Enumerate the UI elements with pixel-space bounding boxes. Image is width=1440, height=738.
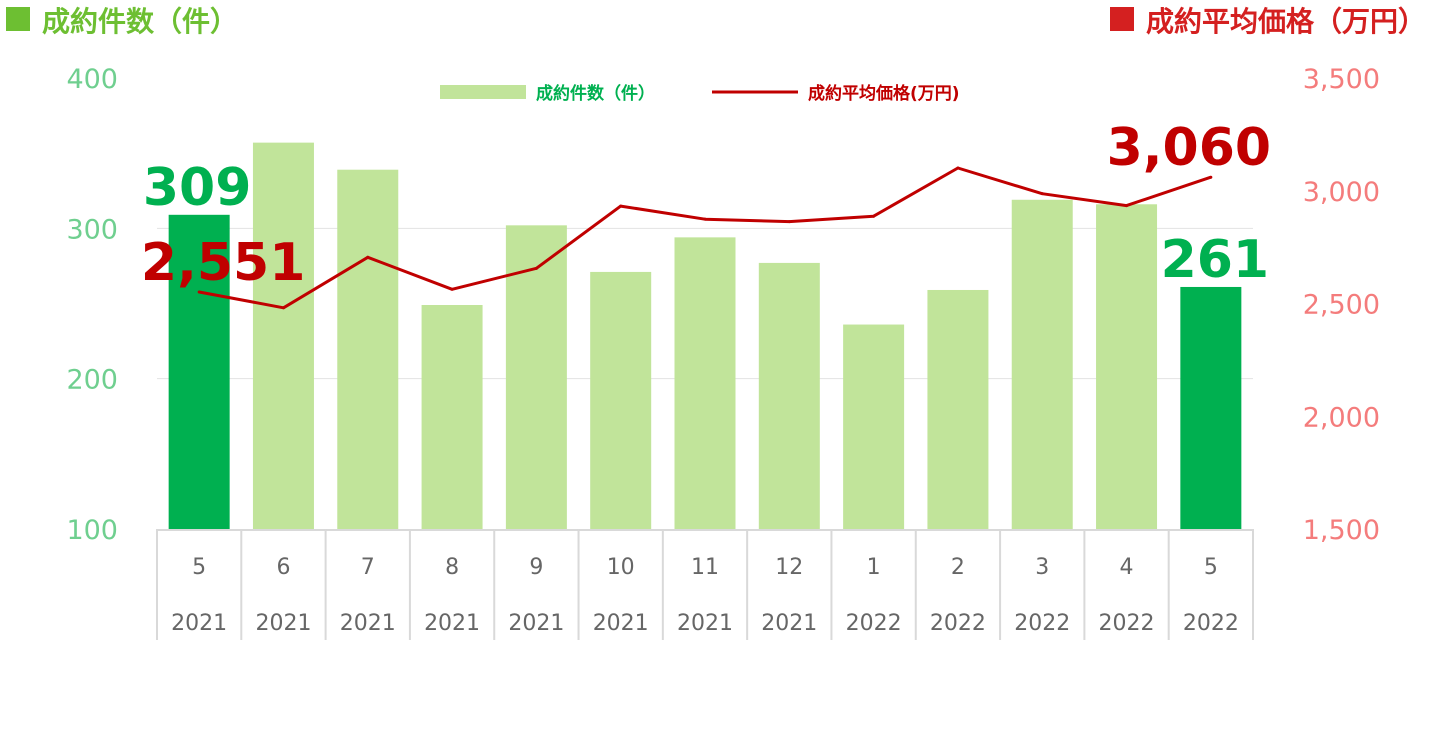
x-year-label: 2021 xyxy=(677,611,733,636)
price-point xyxy=(281,306,285,310)
price-point xyxy=(534,266,538,270)
x-year-label: 2021 xyxy=(761,611,817,636)
x-year-label: 2021 xyxy=(424,611,480,636)
data-labels: 309 261 2,551 3,060 xyxy=(141,118,1271,293)
x-month-label: 7 xyxy=(361,555,375,580)
right-tick-label: 2,000 xyxy=(1303,402,1380,433)
x-month-label: 4 xyxy=(1120,555,1134,580)
legend-line-label: 成約平均価格(万円) xyxy=(808,83,960,104)
x-month-label: 1 xyxy=(867,555,881,580)
bar xyxy=(168,214,230,529)
price-point xyxy=(956,166,960,170)
x-month-label: 2 xyxy=(951,555,965,580)
x-year-label: 2021 xyxy=(255,611,311,636)
bar xyxy=(1011,199,1073,529)
bar xyxy=(758,262,820,529)
x-month-label: 11 xyxy=(691,555,719,580)
x-axis-table: 5202162021720218202192021102021112021122… xyxy=(156,529,1254,640)
right-tick-label: 3,500 xyxy=(1303,64,1380,95)
bar xyxy=(674,237,736,529)
left-tick-label: 100 xyxy=(66,515,118,546)
right-axis-title: 成約平均価格（万円） xyxy=(1146,5,1426,38)
x-year-label: 2022 xyxy=(846,611,902,636)
left-axis-ticks: 100 200 300 400 xyxy=(66,64,118,546)
bar xyxy=(505,225,567,529)
x-month-label: 5 xyxy=(1204,555,1218,580)
right-tick-label: 1,500 xyxy=(1303,515,1380,546)
price-point xyxy=(872,214,876,218)
x-year-label: 2021 xyxy=(171,611,227,636)
x-month-label: 6 xyxy=(276,555,290,580)
x-year-label: 2022 xyxy=(1099,611,1155,636)
legend: 成約件数（件） 成約平均価格(万円) xyxy=(440,83,960,104)
price-point xyxy=(703,217,707,221)
right-axis-ticks: 1,500 2,000 2,500 3,000 3,500 xyxy=(1303,64,1380,546)
price-line xyxy=(197,166,1213,310)
left-axis-title: 成約件数（件） xyxy=(42,5,238,38)
price-point xyxy=(787,220,791,224)
left-tick-label: 300 xyxy=(66,214,118,245)
right-tick-label: 3,000 xyxy=(1303,177,1380,208)
price-point xyxy=(619,204,623,208)
bar xyxy=(1180,286,1242,529)
bar xyxy=(1096,204,1158,529)
x-year-label: 2022 xyxy=(930,611,986,636)
right-tick-label: 2,500 xyxy=(1303,290,1380,321)
bar xyxy=(927,289,989,529)
x-year-label: 2022 xyxy=(1014,611,1070,636)
bar xyxy=(590,271,652,529)
x-month-label: 3 xyxy=(1035,555,1049,580)
bar xyxy=(337,169,399,529)
data-label: 3,060 xyxy=(1107,118,1271,178)
data-label: 309 xyxy=(143,158,252,218)
x-year-label: 2021 xyxy=(508,611,564,636)
x-year-label: 2021 xyxy=(593,611,649,636)
price-point xyxy=(1209,175,1213,179)
x-month-label: 12 xyxy=(775,555,803,580)
bar xyxy=(843,324,905,529)
x-month-label: 9 xyxy=(529,555,543,580)
price-point xyxy=(197,290,201,294)
right-title-marker xyxy=(1110,7,1134,31)
bar xyxy=(421,305,483,529)
x-month-label: 5 xyxy=(192,555,206,580)
data-label: 2,551 xyxy=(141,233,305,293)
price-point xyxy=(1040,192,1044,196)
legend-bar-swatch xyxy=(440,85,526,99)
left-tick-label: 400 xyxy=(66,64,118,95)
price-point xyxy=(366,255,370,259)
bars xyxy=(168,142,1242,530)
legend-bar-label: 成約件数（件） xyxy=(536,83,655,104)
bar xyxy=(252,142,314,530)
x-month-label: 8 xyxy=(445,555,459,580)
x-year-label: 2022 xyxy=(1183,611,1239,636)
price-point xyxy=(1125,204,1129,208)
x-year-label: 2021 xyxy=(340,611,396,636)
left-title-marker xyxy=(6,7,30,31)
price-point xyxy=(450,287,454,291)
data-label: 261 xyxy=(1161,230,1270,290)
x-month-label: 10 xyxy=(607,555,635,580)
left-tick-label: 200 xyxy=(66,365,118,396)
